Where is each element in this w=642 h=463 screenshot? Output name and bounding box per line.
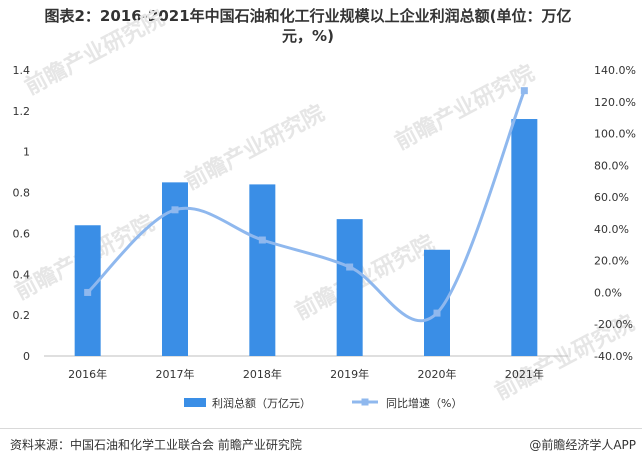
legend-bar-label: 利润总额（万亿元） (212, 396, 311, 410)
brand-credit: @前瞻经济学人APP (529, 438, 636, 452)
growth-point-2019年 (346, 263, 354, 271)
growth-point-2017年 (171, 206, 179, 214)
right-tick-label: 20.0% (594, 255, 629, 268)
bar-2021年 (511, 119, 538, 357)
source-note: 资料来源：中国石油和化学工业联合会 前瞻产业研究院 (10, 438, 302, 452)
growth-line (86, 90, 526, 323)
right-tick-label: 60.0% (594, 191, 629, 204)
growth-point-2018年 (258, 236, 266, 244)
right-tick-label: 140.0% (594, 64, 636, 77)
bar-2018年 (249, 184, 276, 356)
legend-bar-swatch (184, 398, 206, 407)
right-tick-label: 100.0% (594, 128, 636, 141)
growth-point-2021年 (520, 87, 528, 95)
bar-series (74, 119, 538, 357)
left-tick-label: 0.2 (13, 309, 31, 322)
right-tick-label: 120.0% (594, 96, 636, 109)
x-tick-label: 2016年 (68, 367, 107, 381)
left-tick-label: 0.4 (13, 268, 31, 281)
left-tick-label: 0.6 (13, 227, 31, 240)
right-tick-label: 80.0% (594, 159, 629, 172)
right-axis: -40.0% -20.0% 0.0% 20.0% 40.0% 60.0% 80.0% 100.… (594, 64, 636, 363)
x-tick-label: 2017年 (156, 367, 195, 381)
line-series (84, 87, 528, 323)
legend-line-label: 同比增速（%） (386, 396, 462, 410)
chart-title: 图表2：2016-2021年中国石油和化工行业规模以上企业利润总额(单位：万亿 … (8, 6, 608, 46)
watermark-text: 前瞻产业研究院 (21, 5, 169, 100)
x-tick-label: 2019年 (330, 367, 369, 381)
right-tick-label: 40.0% (594, 223, 629, 236)
growth-point-2020年 (433, 309, 441, 317)
right-tick-label: 0.0% (594, 286, 622, 299)
left-tick-label: 1 (23, 146, 30, 159)
left-tick-label: 1.4 (13, 64, 31, 77)
watermark-layer: 前瞻产业研究院前瞻产业研究院前瞻产业研究院前瞻产业研究院前瞻产业研究院前瞻产业研… (11, 5, 639, 405)
chart-title-line2: 元，%) (282, 27, 334, 45)
footer: 资料来源：中国石油和化学工业联合会 前瞻产业研究院 @前瞻经济学人APP (0, 428, 642, 463)
legend-line-marker (361, 398, 369, 406)
bar-2019年 (336, 219, 363, 356)
right-tick-label: -20.0% (594, 318, 633, 331)
left-tick-label: 0.8 (13, 187, 31, 200)
left-tick-label: 1.2 (13, 105, 31, 118)
left-axis: 0 0.2 0.4 0.6 0.8 1 1.2 1.4 (13, 64, 31, 363)
x-tick-label: 2020年 (418, 367, 457, 381)
chart-area: 前瞻产业研究院前瞻产业研究院前瞻产业研究院前瞻产业研究院前瞻产业研究院前瞻产业研… (11, 5, 639, 410)
x-tick-label: 2018年 (243, 367, 282, 381)
legend: 利润总额（万亿元） 同比增速（%） (184, 396, 462, 410)
x-tick-label: 2021年 (505, 367, 544, 381)
watermark-text: 前瞻产业研究院 (181, 100, 329, 195)
right-tick-label: -40.0% (594, 350, 633, 363)
x-axis-labels: 2016年 2017年 2018年 2019年 2020年 2021年 (68, 367, 544, 381)
chart-title-line1: 图表2：2016-2021年中国石油和化工行业规模以上企业利润总额(单位：万亿 (44, 7, 572, 25)
left-tick-label: 0 (23, 350, 30, 363)
growth-point-2016年 (84, 288, 92, 296)
